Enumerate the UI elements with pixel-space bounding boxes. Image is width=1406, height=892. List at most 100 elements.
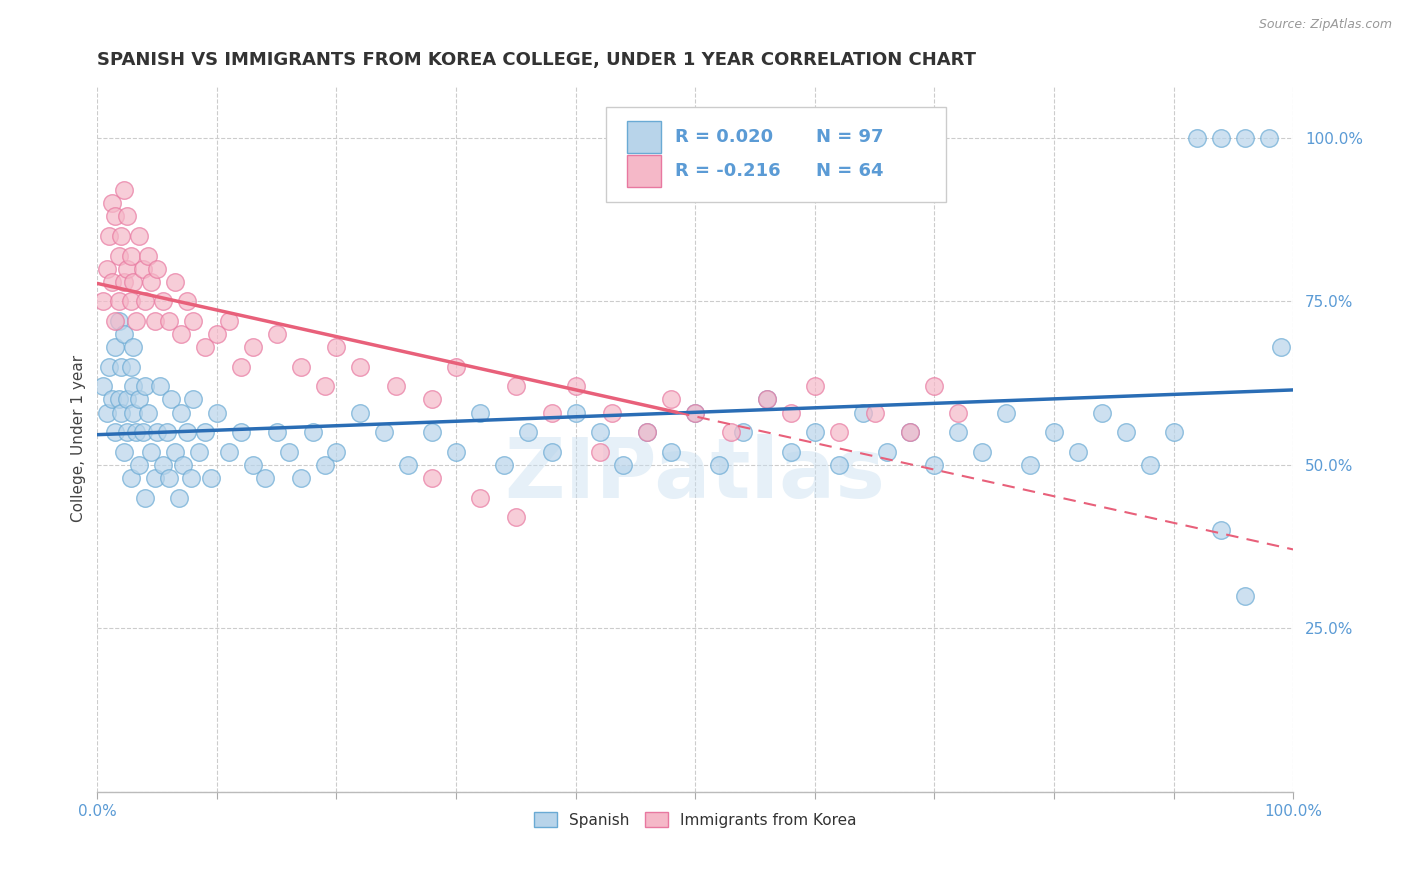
Point: [136, 249, 159, 263]
FancyBboxPatch shape: [627, 154, 661, 186]
Point: [301, 425, 323, 440]
Point: [112, 183, 135, 197]
Point: [132, 425, 155, 440]
Point: [1139, 458, 1161, 472]
Point: [804, 379, 827, 393]
Point: [117, 261, 139, 276]
Point: [468, 406, 491, 420]
Point: [779, 445, 801, 459]
Point: [104, 425, 127, 440]
Point: [122, 379, 145, 393]
Point: [218, 314, 240, 328]
Point: [98, 229, 121, 244]
Point: [128, 458, 150, 472]
Point: [104, 314, 127, 328]
Point: [229, 425, 252, 440]
Point: [900, 425, 922, 440]
Point: [112, 327, 135, 342]
Point: [128, 229, 150, 244]
Point: [266, 425, 288, 440]
Point: [176, 294, 198, 309]
Point: [420, 392, 443, 407]
Point: [1270, 340, 1292, 354]
Point: [564, 406, 586, 420]
Point: [108, 392, 131, 407]
Point: [1115, 425, 1137, 440]
Point: [779, 406, 801, 420]
Point: [852, 406, 875, 420]
Point: [112, 445, 135, 459]
Point: [314, 458, 336, 472]
Point: [636, 425, 658, 440]
Point: [1091, 406, 1114, 420]
Text: R = 0.020: R = 0.020: [675, 128, 773, 145]
Point: [148, 379, 170, 393]
Point: [229, 359, 252, 374]
Point: [659, 445, 682, 459]
Text: N = 97: N = 97: [815, 128, 883, 145]
Point: [948, 406, 970, 420]
Point: [110, 229, 132, 244]
Point: [900, 425, 922, 440]
Point: [167, 491, 190, 505]
Point: [172, 458, 194, 472]
Point: [349, 359, 371, 374]
Point: [290, 471, 312, 485]
Point: [100, 275, 122, 289]
Point: [170, 406, 193, 420]
Point: [157, 471, 180, 485]
Point: [91, 294, 114, 309]
Point: [468, 491, 491, 505]
Point: [995, 406, 1018, 420]
Point: [120, 359, 142, 374]
Point: [205, 327, 228, 342]
Point: [165, 275, 187, 289]
Point: [120, 294, 142, 309]
Point: [828, 425, 851, 440]
Point: [120, 249, 142, 263]
Point: [122, 275, 145, 289]
FancyBboxPatch shape: [606, 107, 946, 202]
Point: [876, 445, 898, 459]
Point: [516, 425, 538, 440]
Point: [804, 425, 827, 440]
Point: [828, 458, 851, 472]
Point: [170, 327, 193, 342]
Point: [96, 261, 118, 276]
Text: N = 64: N = 64: [815, 161, 883, 179]
Point: [863, 406, 886, 420]
Point: [588, 445, 610, 459]
Point: [290, 359, 312, 374]
Point: [266, 327, 288, 342]
Point: [683, 406, 706, 420]
Point: [108, 294, 131, 309]
Point: [720, 425, 742, 440]
Text: SPANISH VS IMMIGRANTS FROM KOREA COLLEGE, UNDER 1 YEAR CORRELATION CHART: SPANISH VS IMMIGRANTS FROM KOREA COLLEGE…: [97, 51, 976, 69]
Point: [505, 379, 527, 393]
Point: [707, 458, 730, 472]
Point: [134, 294, 156, 309]
Point: [1187, 131, 1209, 145]
Point: [143, 471, 166, 485]
Point: [505, 510, 527, 524]
Point: [176, 425, 198, 440]
Point: [117, 425, 139, 440]
Text: ZIPatlas: ZIPatlas: [505, 434, 886, 515]
Point: [218, 445, 240, 459]
Point: [349, 406, 371, 420]
Point: [152, 458, 174, 472]
Point: [420, 425, 443, 440]
Point: [160, 392, 183, 407]
Point: [98, 359, 121, 374]
Point: [420, 471, 443, 485]
Point: [181, 392, 204, 407]
Point: [194, 340, 217, 354]
Point: [600, 406, 623, 420]
Point: [96, 406, 118, 420]
Point: [134, 491, 156, 505]
Point: [1163, 425, 1185, 440]
Point: [1211, 524, 1233, 538]
Point: [683, 406, 706, 420]
Point: [124, 425, 146, 440]
Point: [110, 359, 132, 374]
